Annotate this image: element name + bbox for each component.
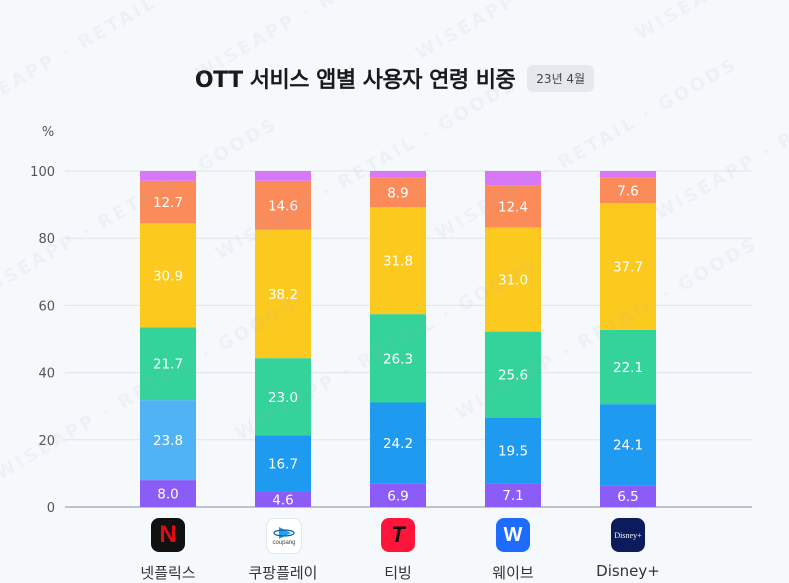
coupang-play-icon: coupang [266, 518, 302, 554]
bar-segment-1-3 [485, 483, 541, 507]
bar-segment-2-3 [485, 417, 541, 484]
bar-segment-1-0 [140, 480, 196, 507]
data-label: 24.1 [613, 438, 643, 454]
data-label: 24.2 [383, 436, 413, 452]
data-label: 37.7 [613, 260, 643, 276]
bar-segment-3-4 [600, 329, 656, 405]
data-label: 38.2 [268, 287, 298, 303]
date-badge: 23년 4월 [527, 64, 595, 92]
coupang-logo-text: coupang [272, 540, 296, 546]
bar-segment-3-3 [485, 331, 541, 418]
app-label-netflix: 넷플릭스 [140, 564, 196, 582]
bar-segment-6-4 [600, 171, 656, 178]
bar-segment-1-2 [370, 483, 426, 507]
data-label: 12.7 [153, 195, 183, 211]
coupang-play-icon-shape [273, 527, 295, 539]
chart-title: OTT 서비스 앱별 사용자 연령 비중 [194, 68, 516, 93]
data-label: 22.1 [613, 360, 643, 376]
wavve-logo-letter: W [503, 523, 523, 546]
data-label: 7.1 [502, 488, 523, 504]
data-label: 23.8 [153, 433, 183, 449]
data-label: 23.0 [268, 390, 298, 406]
data-label: 31.0 [498, 273, 528, 289]
data-label: 8.9 [387, 185, 408, 201]
app-label-disney-plus: Disney+ [596, 562, 660, 580]
data-label: 31.8 [383, 254, 413, 270]
data-label: 21.7 [153, 357, 183, 373]
bar-segment-3-1 [255, 358, 311, 436]
wavve-icon: W [496, 518, 530, 552]
y-tick-label: 40 [38, 367, 55, 382]
app-label-tving: 티빙 [384, 564, 412, 582]
bar-segment-6-0 [140, 171, 196, 181]
bar-segment-4-4 [600, 203, 656, 330]
bar-segment-2-2 [370, 402, 426, 484]
netflix-logo-letter: N [159, 521, 177, 548]
data-label: 8.0 [157, 487, 178, 503]
bar-segment-6-1 [255, 171, 311, 181]
chart-header: OTT 서비스 앱별 사용자 연령 비중 23년 4월 [0, 62, 789, 94]
bar-segment-2-1 [255, 435, 311, 492]
bar-segment-1-1 [255, 491, 311, 507]
y-tick-label: 100 [30, 165, 55, 180]
bar-segment-1-4 [600, 485, 656, 507]
y-tick-label: 60 [38, 299, 55, 314]
bar-segment-3-2 [370, 314, 426, 403]
data-label: 19.5 [498, 443, 528, 459]
bar-segment-6-3 [485, 171, 541, 186]
y-tick-label: 20 [38, 434, 55, 449]
data-label: 4.6 [272, 492, 293, 508]
bar-segment-5-2 [370, 177, 426, 208]
y-tick-label: 80 [38, 232, 55, 247]
app-label-coupang-play: 쿠팡플레이 [248, 564, 318, 582]
data-label: 12.4 [498, 200, 528, 216]
bar-segment-5-0 [140, 180, 196, 224]
disney-logo-text: Disney+ [614, 530, 642, 540]
bar-segment-6-2 [370, 171, 426, 178]
data-label: 25.6 [498, 368, 528, 384]
bar-segment-5-1 [255, 180, 311, 230]
bar-segment-4-1 [255, 229, 311, 359]
y-axis-unit-label: % [42, 125, 54, 140]
bar-segment-3-0 [140, 327, 196, 401]
data-label: 6.9 [387, 488, 408, 504]
data-label: 14.6 [268, 198, 298, 214]
netflix-icon: N [151, 518, 185, 552]
app-label-wavve: 웨이브 [492, 564, 534, 582]
bar-segment-5-4 [600, 177, 656, 204]
bar-segment-4-3 [485, 227, 541, 332]
data-label: 6.5 [617, 489, 638, 505]
data-label: 7.6 [617, 183, 638, 199]
data-label: 30.9 [153, 268, 183, 284]
bar-segment-2-0 [140, 400, 196, 481]
disney-plus-icon: Disney+ [611, 518, 645, 552]
bar-segment-5-3 [485, 185, 541, 228]
bar-segment-4-2 [370, 207, 426, 315]
bar-segment-4-0 [140, 223, 196, 328]
tving-logo-letter: T [391, 522, 405, 547]
data-label: 16.7 [268, 456, 298, 472]
bar-segment-2-4 [600, 404, 656, 486]
y-tick-label: 0 [47, 501, 55, 516]
data-label: 26.3 [383, 351, 413, 367]
tving-icon: T [381, 518, 415, 552]
